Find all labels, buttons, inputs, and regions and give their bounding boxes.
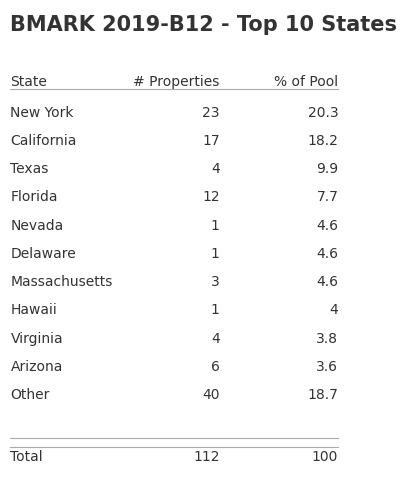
Text: # Properties: # Properties [133,75,220,90]
Text: Virginia: Virginia [10,332,63,346]
Text: 1: 1 [211,303,220,318]
Text: 23: 23 [202,106,220,120]
Text: % of Pool: % of Pool [274,75,338,90]
Text: Other: Other [10,388,50,402]
Text: 4: 4 [211,162,220,176]
Text: 3: 3 [211,275,220,289]
Text: 20.3: 20.3 [307,106,338,120]
Text: 18.7: 18.7 [307,388,338,402]
Text: 6: 6 [211,360,220,374]
Text: 17: 17 [202,134,220,148]
Text: 40: 40 [202,388,220,402]
Text: Massachusetts: Massachusetts [10,275,113,289]
Text: 12: 12 [202,190,220,205]
Text: 4.6: 4.6 [316,247,338,261]
Text: Total: Total [10,450,43,464]
Text: 4: 4 [211,332,220,346]
Text: Delaware: Delaware [10,247,76,261]
Text: 1: 1 [211,219,220,233]
Text: 112: 112 [193,450,220,464]
Text: Florida: Florida [10,190,58,205]
Text: 4.6: 4.6 [316,275,338,289]
Text: 7.7: 7.7 [316,190,338,205]
Text: 3.6: 3.6 [316,360,338,374]
Text: 9.9: 9.9 [316,162,338,176]
Text: 4: 4 [330,303,338,318]
Text: Arizona: Arizona [10,360,63,374]
Text: 4.6: 4.6 [316,219,338,233]
Text: Texas: Texas [10,162,49,176]
Text: BMARK 2019-B12 - Top 10 States: BMARK 2019-B12 - Top 10 States [10,15,397,35]
Text: 3.8: 3.8 [316,332,338,346]
Text: Nevada: Nevada [10,219,64,233]
Text: 100: 100 [312,450,338,464]
Text: California: California [10,134,77,148]
Text: New York: New York [10,106,74,120]
Text: State: State [10,75,47,90]
Text: 1: 1 [211,247,220,261]
Text: 18.2: 18.2 [307,134,338,148]
Text: Hawaii: Hawaii [10,303,57,318]
